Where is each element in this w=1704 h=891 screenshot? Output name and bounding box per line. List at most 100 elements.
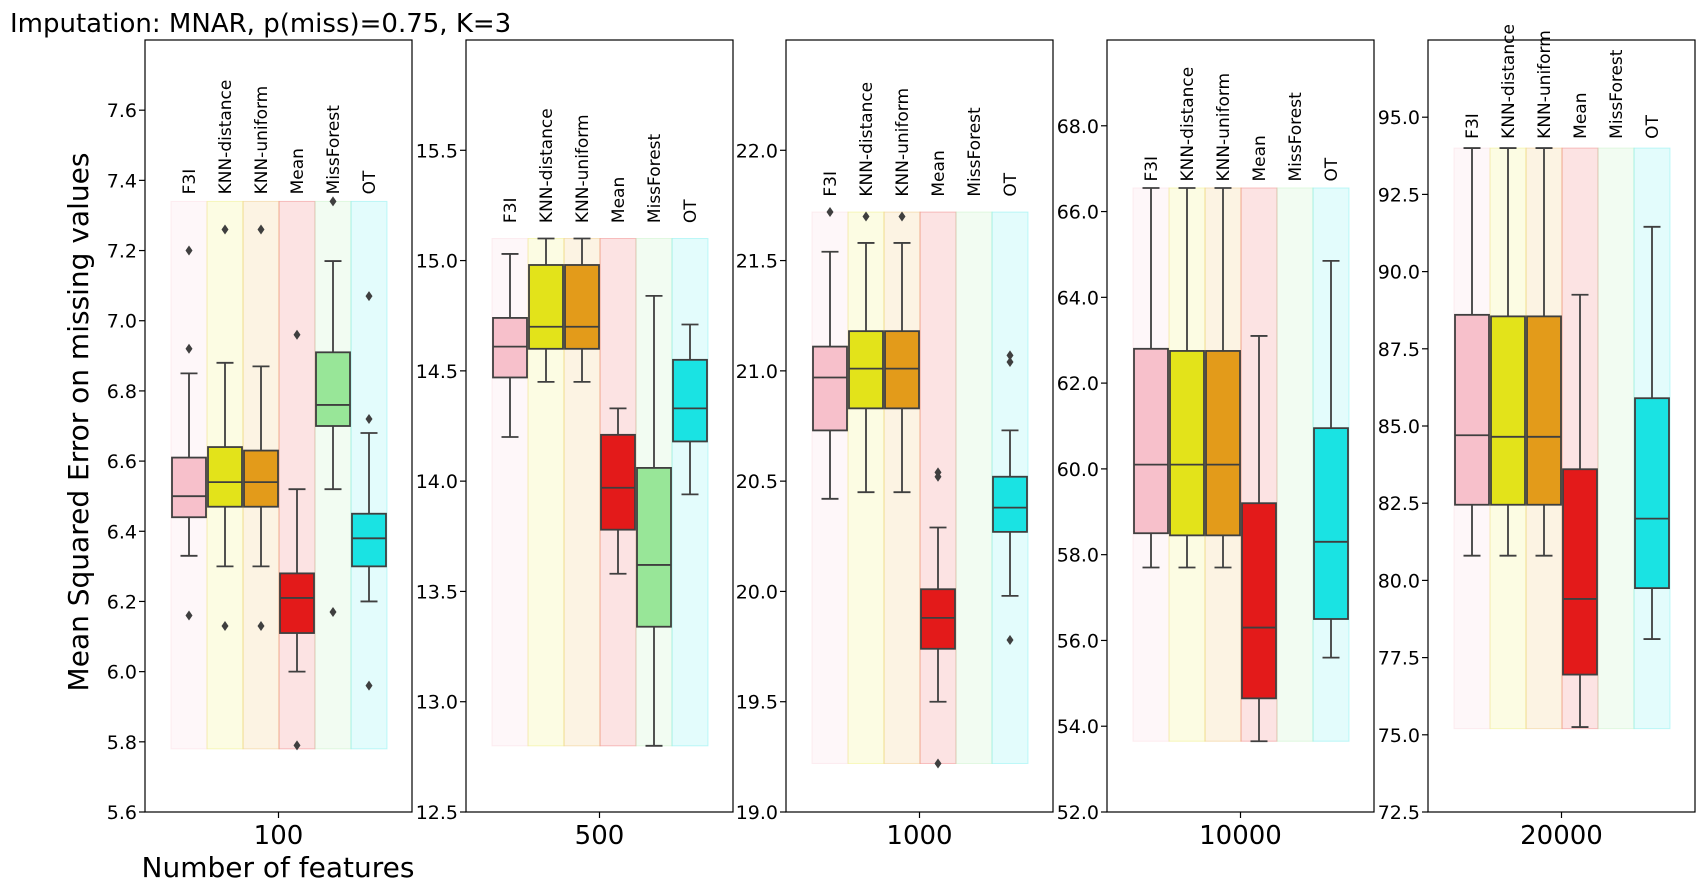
y-tick-label: 54.0 bbox=[1057, 716, 1099, 738]
outlier-ot bbox=[1006, 634, 1014, 645]
y-tick-label: 95.0 bbox=[1378, 107, 1420, 129]
box-mean bbox=[600, 433, 636, 531]
method-label-knn-distance: KNN-distance bbox=[1499, 24, 1519, 139]
y-tick-label: 77.5 bbox=[1378, 648, 1420, 670]
x-category-label: 1000 bbox=[886, 821, 952, 851]
y-tick-label: 66.0 bbox=[1057, 202, 1099, 224]
y-tick-label: 58.0 bbox=[1057, 545, 1099, 567]
box-f3i bbox=[1454, 313, 1490, 506]
outlier-f3i bbox=[185, 343, 193, 354]
y-tick-label: 56.0 bbox=[1057, 630, 1099, 652]
method-label-knn-uniform: KNN-uniform bbox=[1214, 73, 1234, 182]
y-tick-label: 19.0 bbox=[736, 802, 778, 824]
method-label-missforest: MissForest bbox=[645, 133, 665, 223]
y-tick-label: 6.4 bbox=[107, 521, 137, 543]
panel-10000: F3I KNN-distance KNN-uniform Mean MissForest… bbox=[1057, 39, 1375, 851]
method-label-ot: OT bbox=[681, 199, 701, 223]
outlier-ot bbox=[1006, 357, 1014, 368]
outlier-knn-distance bbox=[221, 621, 229, 632]
method-label-mean: Mean bbox=[609, 177, 629, 223]
method-label-f3i: F3I bbox=[1142, 156, 1162, 182]
y-tick-label: 87.5 bbox=[1378, 339, 1420, 361]
y-tick-label: 5.6 bbox=[107, 802, 137, 824]
y-tick-label: 6.0 bbox=[107, 662, 137, 684]
box-mean bbox=[279, 572, 315, 634]
y-tick-label: 60.0 bbox=[1057, 459, 1099, 481]
method-label-missforest: MissForest bbox=[1607, 49, 1627, 139]
x-category-label: 500 bbox=[575, 821, 625, 851]
outlier-knn-distance bbox=[221, 224, 229, 235]
x-category-label: 100 bbox=[254, 821, 304, 851]
box-missforest bbox=[315, 351, 351, 427]
y-tick-label: 15.0 bbox=[416, 251, 458, 273]
y-axis-label: Mean Squared Error on missing values bbox=[62, 153, 95, 692]
method-label-missforest: MissForest bbox=[965, 107, 985, 197]
x-category-label: 10000 bbox=[1199, 821, 1282, 851]
box-f3i bbox=[1133, 347, 1169, 535]
y-tick-label: 85.0 bbox=[1378, 416, 1420, 438]
y-tick-label: 20.5 bbox=[736, 471, 778, 493]
box-knn-uniform bbox=[1526, 315, 1562, 506]
outlier-mean bbox=[293, 329, 301, 340]
y-tick-label: 52.0 bbox=[1057, 802, 1099, 824]
y-tick-label: 68.0 bbox=[1057, 116, 1099, 138]
y-tick-label: 80.0 bbox=[1378, 570, 1420, 592]
box-ot bbox=[1634, 397, 1670, 590]
y-tick-label: 15.5 bbox=[416, 140, 458, 162]
outlier-mean bbox=[293, 740, 301, 751]
method-label-knn-distance: KNN-distance bbox=[857, 82, 877, 197]
method-label-knn-uniform: KNN-uniform bbox=[893, 88, 913, 197]
panel-1000: F3I KNN-distance KNN-uniform Mean MissForest… bbox=[736, 39, 1054, 851]
y-tick-label: 7.6 bbox=[107, 100, 137, 122]
method-label-missforest: MissForest bbox=[1286, 92, 1306, 182]
shade-band-missforest bbox=[955, 211, 993, 764]
method-label-knn-distance: KNN-distance bbox=[216, 80, 236, 195]
outlier-knn-uniform bbox=[257, 621, 265, 632]
y-tick-label: 7.2 bbox=[107, 241, 137, 263]
outlier-missforest bbox=[329, 196, 337, 207]
method-label-knn-uniform: KNN-uniform bbox=[573, 114, 593, 223]
y-tick-label: 21.0 bbox=[736, 361, 778, 383]
outlier-f3i bbox=[185, 610, 193, 621]
y-tick-label: 12.5 bbox=[416, 802, 458, 824]
method-label-mean: Mean bbox=[288, 148, 308, 194]
y-tick-label: 7.0 bbox=[107, 311, 137, 333]
method-label-ot: OT bbox=[1001, 172, 1021, 196]
outlier-mean bbox=[934, 471, 942, 482]
method-label-knn-distance: KNN-distance bbox=[1178, 67, 1198, 182]
outlier-missforest bbox=[329, 606, 337, 617]
outlier-knn-distance bbox=[862, 211, 870, 222]
outlier-f3i bbox=[826, 207, 834, 218]
panel-20000: F3I KNN-distance KNN-uniform Mean MissForest… bbox=[1378, 24, 1696, 851]
box-knn-uniform bbox=[884, 330, 920, 410]
outlier-ot bbox=[1006, 350, 1014, 361]
outlier-ot bbox=[365, 680, 373, 691]
x-axis-label: Number of features bbox=[142, 851, 415, 884]
outlier-knn-uniform bbox=[257, 224, 265, 235]
panels: F3I KNN-distance KNN-uniform Mean MissForest… bbox=[107, 24, 1696, 851]
box-knn-distance bbox=[1169, 350, 1205, 537]
y-tick-label: 82.5 bbox=[1378, 493, 1420, 515]
y-tick-label: 14.0 bbox=[416, 471, 458, 493]
method-label-ot: OT bbox=[1322, 157, 1342, 181]
method-label-knn-uniform: KNN-uniform bbox=[1535, 30, 1555, 139]
y-tick-label: 21.5 bbox=[736, 251, 778, 273]
y-tick-label: 14.5 bbox=[416, 361, 458, 383]
y-tick-label: 13.0 bbox=[416, 692, 458, 714]
box-f3i bbox=[812, 345, 848, 432]
figure-title: Imputation: MNAR, p(miss)=0.75, K=3 bbox=[10, 9, 511, 39]
box-f3i bbox=[171, 456, 207, 519]
y-tick-label: 7.4 bbox=[107, 170, 137, 192]
outlier-knn-uniform bbox=[898, 211, 906, 222]
box-ot bbox=[351, 512, 387, 568]
method-label-ot: OT bbox=[360, 170, 380, 194]
box-knn-uniform bbox=[243, 449, 279, 508]
box-knn-uniform bbox=[1205, 350, 1241, 537]
panel-500: F3I KNN-distance KNN-uniform Mean MissForest… bbox=[416, 39, 734, 851]
x-category-label: 20000 bbox=[1520, 821, 1603, 851]
box-knn-distance bbox=[848, 330, 884, 410]
y-tick-label: 22.0 bbox=[736, 140, 778, 162]
box-mean bbox=[920, 588, 956, 650]
outlier-mean bbox=[934, 758, 942, 769]
outlier-f3i bbox=[185, 245, 193, 256]
